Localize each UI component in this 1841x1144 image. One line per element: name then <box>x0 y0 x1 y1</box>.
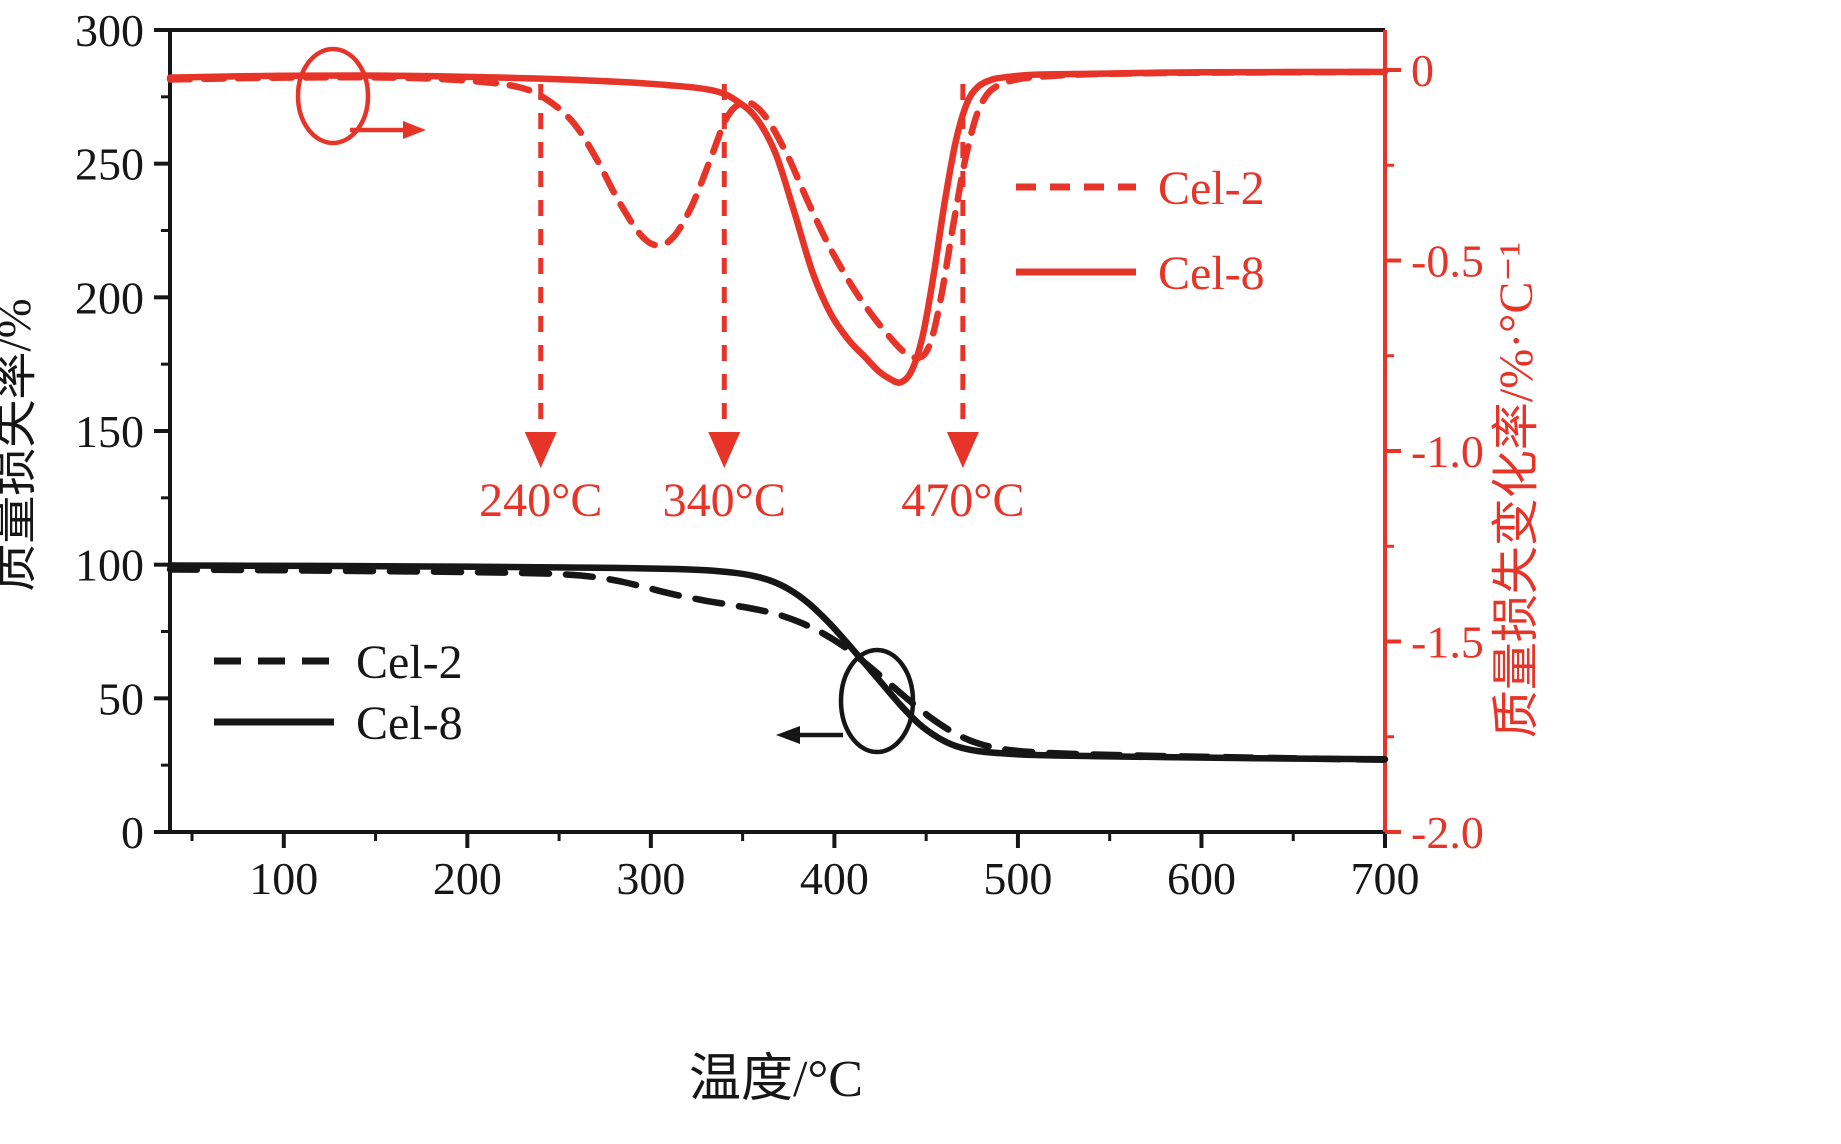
x-tick-label: 200 <box>433 853 502 904</box>
x-tick-label: 100 <box>249 853 318 904</box>
x-tick-label: 600 <box>1167 853 1236 904</box>
y-right-tick-label: -2.0 <box>1411 807 1484 858</box>
curve-cel-2-dtg <box>166 68 1389 362</box>
left-axis-indicator <box>776 647 916 755</box>
x-tick-label: 700 <box>1351 853 1420 904</box>
curve-cel-8-dtg <box>166 68 1389 386</box>
legend-tga-cel2-label: Cel-2 <box>356 636 463 689</box>
y-left-tick-label: 300 <box>75 5 144 56</box>
y-right-tick-label: -0.5 <box>1411 236 1484 287</box>
y-right-tick-label: 0 <box>1411 45 1434 96</box>
curve-cel-2-tga <box>166 566 1389 764</box>
right-axis-indicator-ellipse <box>295 46 371 146</box>
series-curves <box>166 68 1389 764</box>
curve-cel-8-tga <box>166 562 1389 763</box>
y-left-tick-label: 250 <box>75 139 144 190</box>
arrow-temperature-label: 340°C <box>663 474 786 527</box>
x-tick-label: 300 <box>616 853 685 904</box>
y-axis-left-title: 质量损失率/% <box>0 298 41 591</box>
legend-tga-cel8-label: Cel-8 <box>356 697 463 750</box>
x-tick-label: 500 <box>983 853 1052 904</box>
arrow-temperature-label: 470°C <box>901 474 1024 527</box>
annotation-arrows: 240°C 340°C 470°C <box>479 84 1024 527</box>
y-left-tick-label: 150 <box>75 406 144 457</box>
left-axis-indicator-ellipse <box>838 647 916 755</box>
y-left-tick-label: 50 <box>98 673 144 724</box>
left-arrow-icon <box>776 726 800 744</box>
right-axis-indicator <box>295 46 426 146</box>
right-arrow-icon <box>403 121 426 139</box>
y-axis-right-title: 质量损失变化率/%·°C⁻¹ <box>1490 242 1543 738</box>
legend-dtg: Cel-2 Cel-8 <box>1016 162 1265 300</box>
axes: 100 200 300 400 500 600 700 0 50 100 150 200 250 300 0… <box>75 5 1484 904</box>
x-axis-title: 温度/°C <box>689 1051 863 1108</box>
vertical-arrow-head <box>946 432 979 468</box>
x-tick-label: 400 <box>800 853 869 904</box>
y-left-tick-label: 200 <box>75 272 144 323</box>
y-right-tick-label: -1.0 <box>1411 426 1484 477</box>
y-right-tick-label: -1.5 <box>1411 617 1484 668</box>
legend-dtg-cel8-label: Cel-8 <box>1158 247 1265 300</box>
y-left-tick-label: 0 <box>121 807 144 858</box>
vertical-arrow-head <box>524 432 557 468</box>
vertical-arrow-head <box>708 432 741 468</box>
y-left-tick-label: 100 <box>75 540 144 591</box>
arrow-temperature-label: 240°C <box>479 474 602 527</box>
legend-tga: Cel-2 Cel-8 <box>214 636 463 750</box>
legend-dtg-cel2-label: Cel-2 <box>1158 162 1265 215</box>
